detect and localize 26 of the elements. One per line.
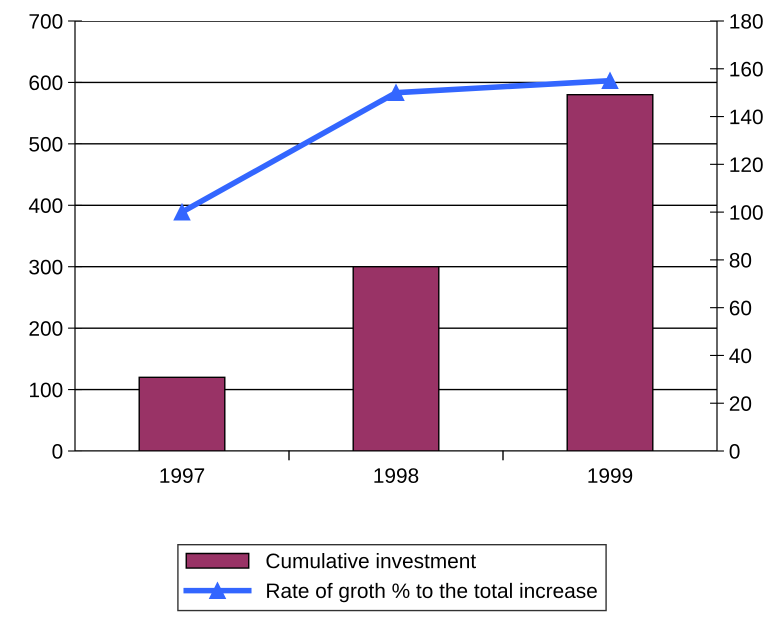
y2-tick-label: 60 bbox=[730, 300, 752, 316]
x-tick-label: 1998 bbox=[374, 468, 418, 483]
y-tick-label: 0 bbox=[52, 444, 62, 459]
y-tick-label: 700 bbox=[30, 14, 62, 29]
y2-tick-label: 0 bbox=[730, 444, 740, 459]
y-tick-label: 500 bbox=[29, 136, 62, 152]
y-tick-label: 200 bbox=[29, 321, 62, 336]
y2-tick-label: 20 bbox=[730, 396, 752, 411]
y2-tick-label: 80 bbox=[730, 252, 752, 268]
point bbox=[388, 84, 404, 101]
point bbox=[174, 204, 190, 220]
x-tick-label: 1997 bbox=[160, 468, 204, 483]
y2-tick-label: 180 bbox=[730, 14, 763, 29]
y-tick-label: 400 bbox=[28, 198, 62, 214]
legend-label: Cumulative investment bbox=[266, 552, 476, 568]
legend-label: Rate of groth % to the total increase bbox=[267, 582, 597, 602]
y2-tick-label: 120 bbox=[730, 157, 763, 172]
x-tick-label: 1999 bbox=[588, 468, 632, 483]
y-tick-label: 600 bbox=[29, 75, 62, 90]
y2-tick-label: 140 bbox=[730, 110, 763, 124]
point bbox=[602, 72, 618, 90]
y2-tick-label: 100 bbox=[730, 205, 763, 220]
y-tick-label: 300 bbox=[29, 260, 62, 274]
y-tick-label: 100 bbox=[30, 382, 62, 398]
y2-tick-label: 160 bbox=[730, 62, 763, 77]
y2-tick-label: 40 bbox=[729, 348, 752, 364]
